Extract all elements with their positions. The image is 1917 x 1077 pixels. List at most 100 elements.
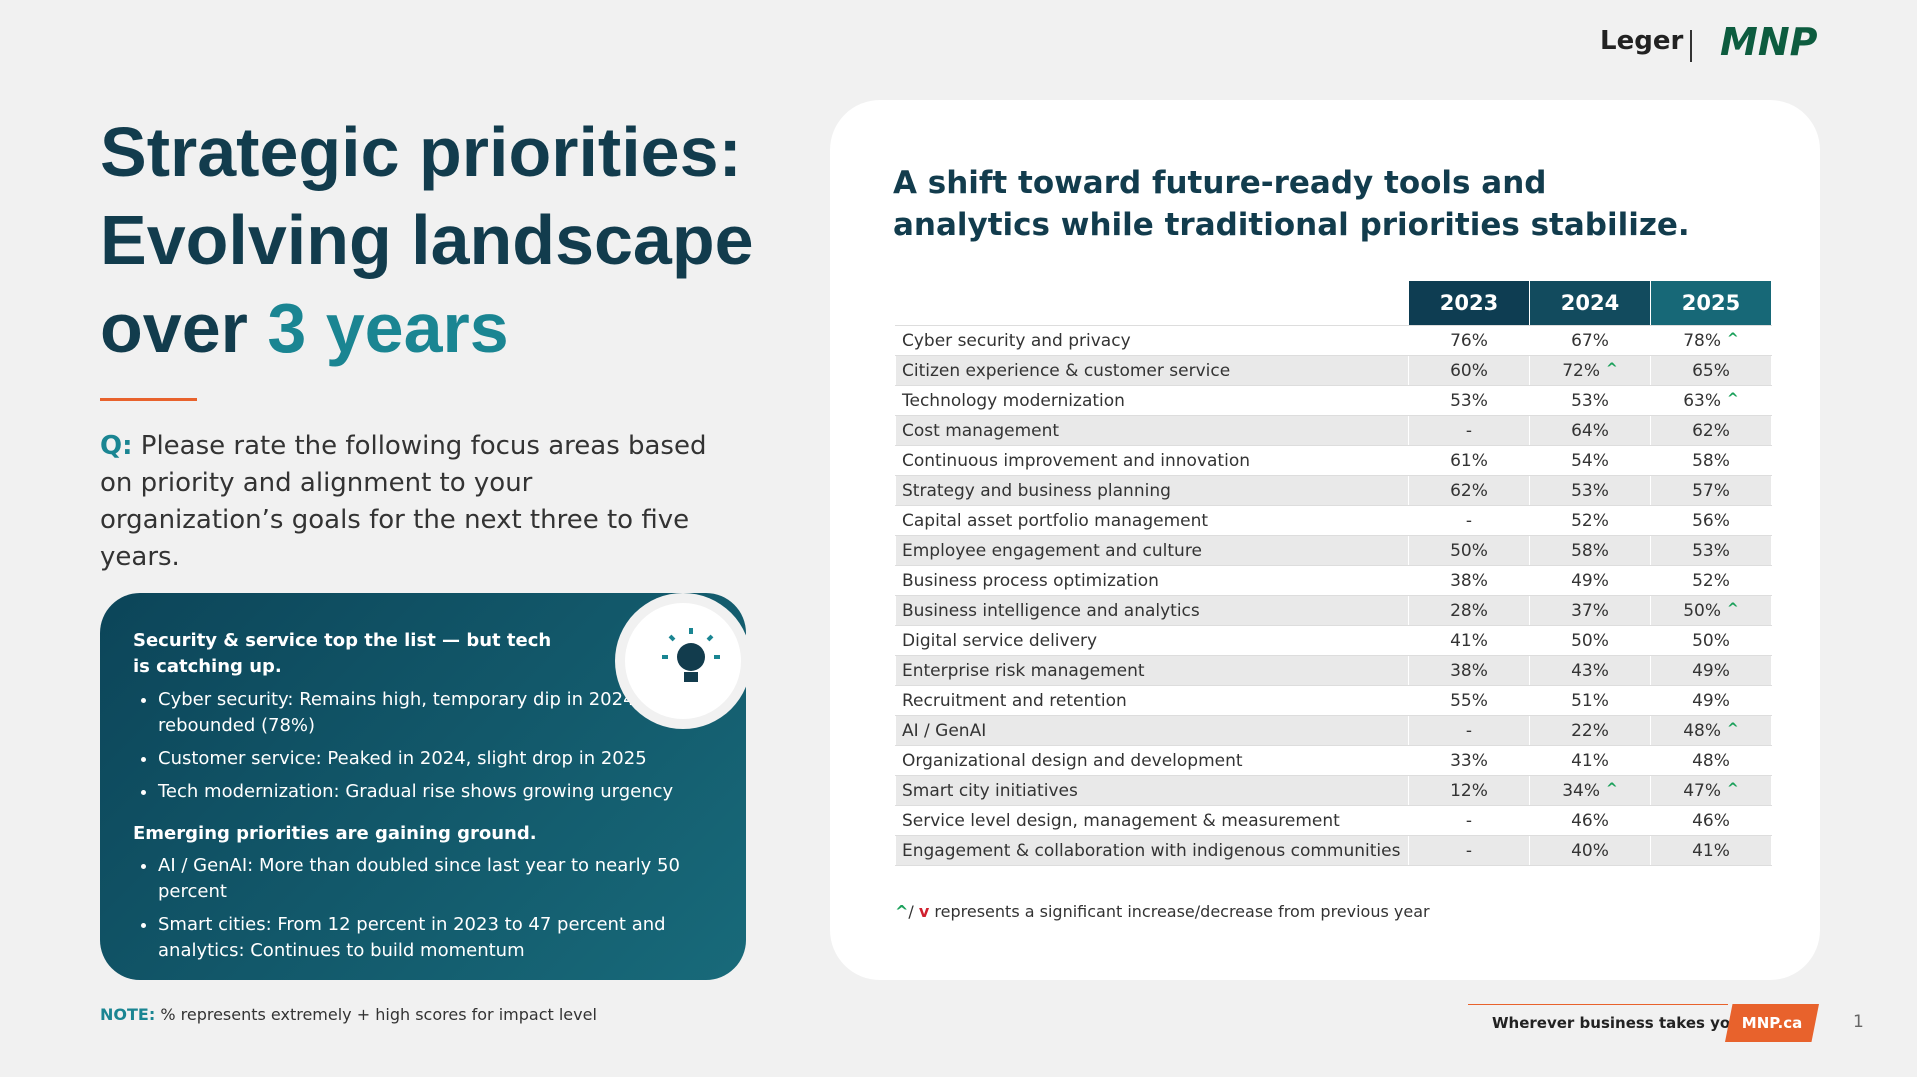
cell: -	[1408, 715, 1530, 746]
cell: 65%	[1650, 355, 1772, 386]
row: Capital asset portfolio management - 52% 56…	[895, 505, 1772, 536]
cell-value: 53%	[1692, 540, 1730, 561]
row-label: Business process optimization	[895, 565, 1409, 596]
cell: 41%	[1529, 745, 1651, 776]
row-label: Strategy and business planning	[895, 475, 1409, 506]
row: Business intelligence and analytics 28% 37…	[895, 595, 1772, 626]
row-label: Cyber security and privacy	[895, 325, 1409, 356]
cell: 37%	[1529, 595, 1651, 626]
card-title: A shift toward future-ready tools and an…	[893, 165, 1690, 243]
cell-value: 49%	[1571, 570, 1609, 591]
cell: 58%	[1650, 445, 1772, 476]
row: Recruitment and retention 55% 51% 49%	[895, 685, 1772, 716]
cell-value: 38%	[1450, 570, 1488, 591]
up-marker: ^	[1606, 780, 1618, 797]
title-line: Evolving landscape	[100, 201, 754, 279]
cell: -	[1408, 835, 1530, 866]
cell-value: 78%	[1683, 330, 1722, 351]
cell: 56%	[1650, 505, 1772, 536]
cell: 63% ^	[1650, 385, 1772, 416]
cell-value: 33%	[1450, 750, 1488, 771]
cell-value: 12%	[1450, 780, 1488, 801]
cell-value: 49%	[1692, 690, 1730, 711]
cell: 67%	[1529, 325, 1651, 356]
row: Engagement & collaboration with indigeno…	[895, 835, 1772, 866]
row-label: Recruitment and retention	[895, 685, 1409, 716]
up-marker: ^	[1606, 360, 1618, 377]
cell: 48%	[1650, 745, 1772, 776]
cell: 76%	[1408, 325, 1530, 356]
title: Strategic priorities: Evolving landscape…	[100, 108, 754, 372]
row-label: AI / GenAI	[895, 715, 1409, 746]
callout-heading: Emerging priorities are gaining ground.	[133, 823, 537, 844]
cell-value: 50%	[1692, 630, 1730, 651]
cell: -	[1408, 415, 1530, 446]
cell: 50%	[1650, 625, 1772, 656]
icon	[615, 593, 751, 729]
cell-value: 41%	[1450, 630, 1488, 651]
cell-value: 50%	[1571, 630, 1609, 651]
row: Continuous improvement and innovation 61%…	[895, 445, 1772, 476]
footer-line	[1468, 1004, 1728, 1005]
cell: 62%	[1650, 415, 1772, 446]
cell: 38%	[1408, 655, 1530, 686]
tagline: Wherever business takes you	[1492, 1014, 1741, 1032]
cell: 49%	[1650, 655, 1772, 686]
cell-value: 50%	[1450, 540, 1488, 561]
cell-value: 54%	[1571, 450, 1609, 471]
row-label: Technology modernization	[895, 385, 1409, 416]
legend-up: ^	[895, 902, 909, 921]
cell-value: -	[1465, 720, 1473, 741]
row: Strategy and business planning 62% 53% 57%	[895, 475, 1772, 506]
cell-value: 22%	[1571, 720, 1609, 741]
row-label: Citizen experience & customer service	[895, 355, 1409, 386]
bullets: AI / GenAI: More than doubled since last…	[130, 853, 738, 971]
cell: 53%	[1408, 385, 1530, 416]
cell-value: 52%	[1692, 570, 1730, 591]
cell-value: -	[1465, 420, 1473, 441]
up-marker: ^	[1727, 780, 1739, 797]
cell: -	[1408, 505, 1530, 536]
cell-value: 41%	[1692, 840, 1730, 861]
cell: 41%	[1408, 625, 1530, 656]
cell: 49%	[1529, 565, 1651, 596]
cell-value: 46%	[1692, 810, 1730, 831]
cell: 78% ^	[1650, 325, 1772, 356]
cell: 40%	[1529, 835, 1651, 866]
row-label: Business intelligence and analytics	[895, 595, 1409, 626]
legend-sep: /	[908, 902, 914, 921]
cell-value: 72%	[1562, 360, 1601, 381]
cell: 22%	[1529, 715, 1651, 746]
cell: 54%	[1529, 445, 1651, 476]
cell: 43%	[1529, 655, 1651, 686]
row-label: Cost management	[895, 415, 1409, 446]
logo-leger: Leger	[1600, 26, 1684, 56]
note-text: % represents extremely + high scores for…	[160, 1005, 597, 1024]
cell: 12%	[1408, 775, 1530, 806]
row-label: Service level design, management & measu…	[895, 805, 1409, 836]
cell: 52%	[1650, 565, 1772, 596]
cell: 58%	[1529, 535, 1651, 566]
cell-value: 56%	[1692, 510, 1730, 531]
cell-value: 60%	[1450, 360, 1488, 381]
cell-value: 48%	[1692, 750, 1730, 771]
column-header: 2024	[1529, 280, 1651, 326]
row: Enterprise risk management 38% 43% 49%	[895, 655, 1772, 686]
row-label: Employee engagement and culture	[895, 535, 1409, 566]
q-text: Please rate the following focus areas ba…	[100, 431, 707, 572]
cell: 33%	[1408, 745, 1530, 776]
row: Cost management - 64% 62%	[895, 415, 1772, 446]
row: Technology modernization 53% 53% 63% ^	[895, 385, 1772, 416]
cell-value: 52%	[1571, 510, 1609, 531]
cell-value: 65%	[1692, 360, 1730, 381]
up-marker: ^	[1727, 390, 1739, 407]
cell: 46%	[1529, 805, 1651, 836]
cell: 61%	[1408, 445, 1530, 476]
cell-value: 43%	[1571, 660, 1609, 681]
row: Service level design, management & measu…	[895, 805, 1772, 836]
row: Citizen experience & customer service 60%…	[895, 355, 1772, 386]
up-marker: ^	[1727, 720, 1739, 737]
cell: 50% ^	[1650, 595, 1772, 626]
row-label: Digital service delivery	[895, 625, 1409, 656]
